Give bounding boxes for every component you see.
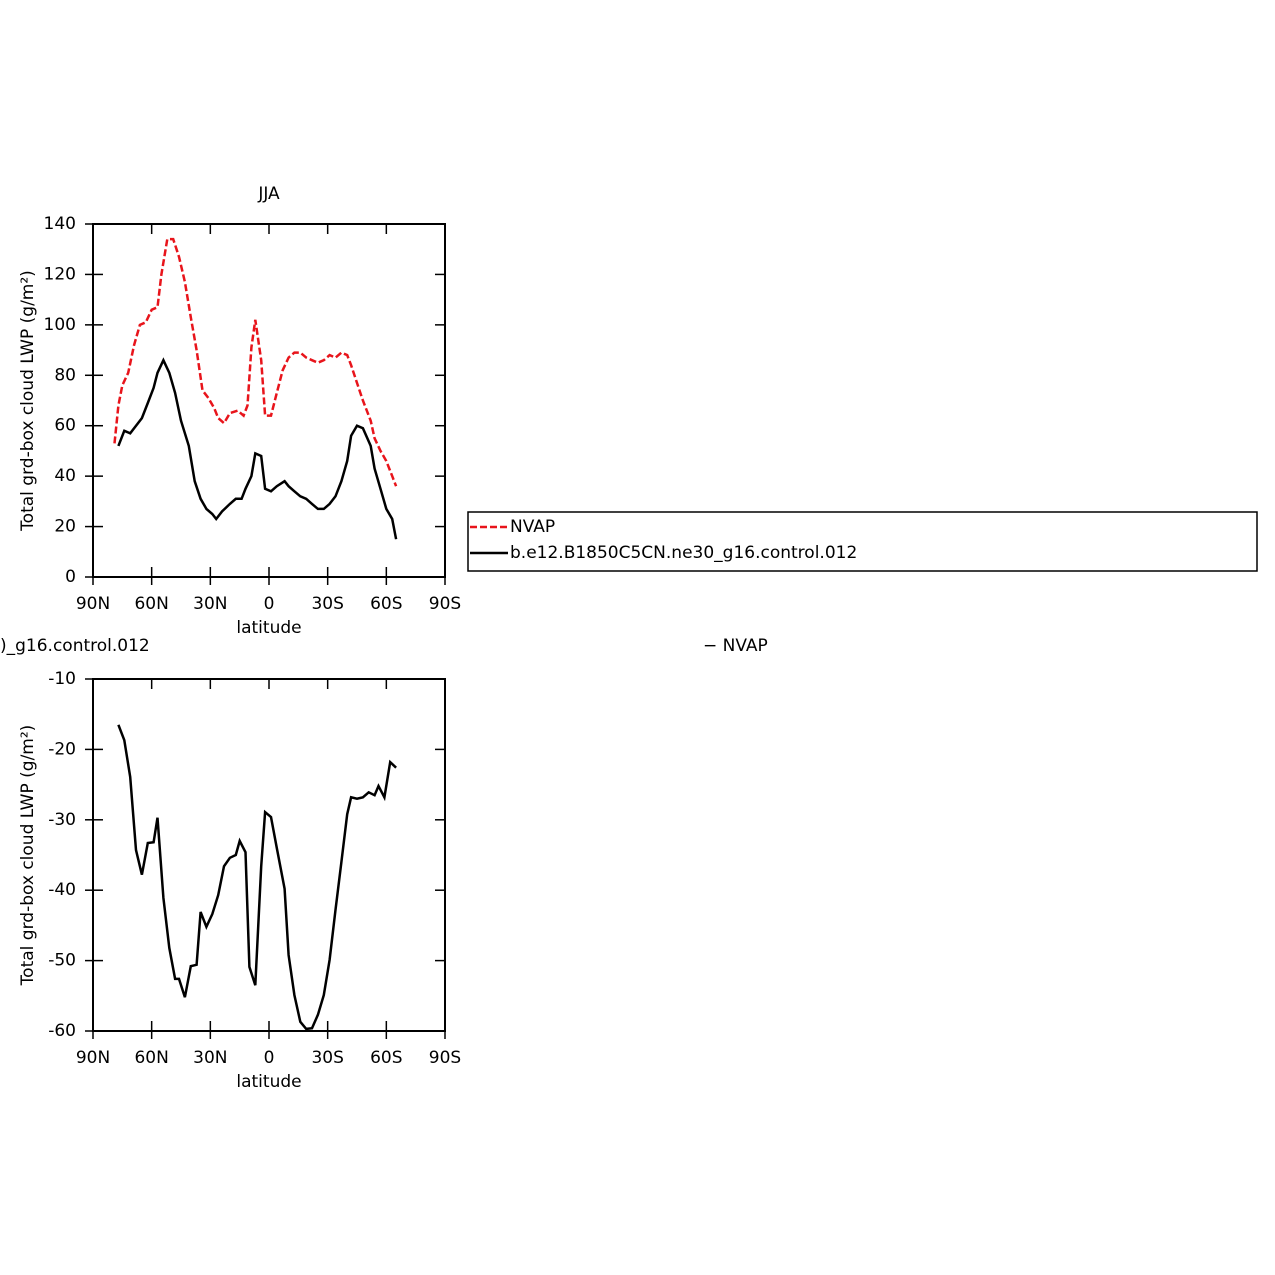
data-line — [117, 357, 398, 540]
y-tick-label: 80 — [54, 365, 76, 385]
x-tick-label: 30S — [311, 594, 343, 614]
legend-label: b.e12.B1850C5CN.ne30_g16.control.012 — [510, 543, 857, 563]
y-tick-label: 120 — [44, 264, 76, 284]
x-tick-label: 30N — [193, 594, 227, 614]
x-tick-label: 30N — [193, 1048, 227, 1068]
x-tick-label: 60S — [370, 1048, 402, 1068]
x-tick-label: 0 — [264, 594, 275, 614]
x-tick-label: 0 — [264, 1048, 275, 1068]
chart-title: JJA — [257, 184, 280, 204]
x-tick-label: 90S — [429, 1048, 461, 1068]
x-axis-label: latitude — [236, 618, 301, 638]
x-tick-label: 60N — [134, 594, 168, 614]
chart-title-left: )_g16.control.012 — [0, 636, 150, 656]
x-tick-label: 60N — [134, 1048, 168, 1068]
x-tick-label: 90N — [76, 594, 110, 614]
y-tick-label: -60 — [48, 1021, 76, 1041]
data-line — [113, 237, 398, 487]
x-tick-label: 30S — [311, 1048, 343, 1068]
x-tick-label: 90S — [429, 594, 461, 614]
y-tick-label: 60 — [54, 416, 76, 436]
y-axis-label: Total grd-box cloud LWP (g/m²) — [18, 725, 38, 987]
y-tick-label: -40 — [48, 880, 76, 900]
x-tick-label: 60S — [370, 594, 402, 614]
data-line — [117, 724, 397, 1031]
y-tick-label: -50 — [48, 951, 76, 971]
chart-title-right: − NVAP — [703, 636, 768, 656]
y-axis-label: Total grd-box cloud LWP (g/m²) — [18, 270, 38, 532]
y-tick-label: -10 — [48, 669, 76, 689]
y-tick-label: -30 — [48, 810, 76, 830]
y-tick-label: 40 — [54, 466, 76, 486]
legend-label: NVAP — [510, 517, 555, 537]
y-tick-label: 0 — [65, 567, 76, 587]
x-axis-label: latitude — [236, 1072, 301, 1092]
x-tick-label: 90N — [76, 1048, 110, 1068]
y-tick-label: 20 — [54, 517, 76, 537]
y-tick-label: -20 — [48, 739, 76, 759]
legend-box — [467, 511, 1258, 572]
y-tick-label: 100 — [44, 315, 76, 335]
y-tick-label: 140 — [44, 214, 76, 234]
